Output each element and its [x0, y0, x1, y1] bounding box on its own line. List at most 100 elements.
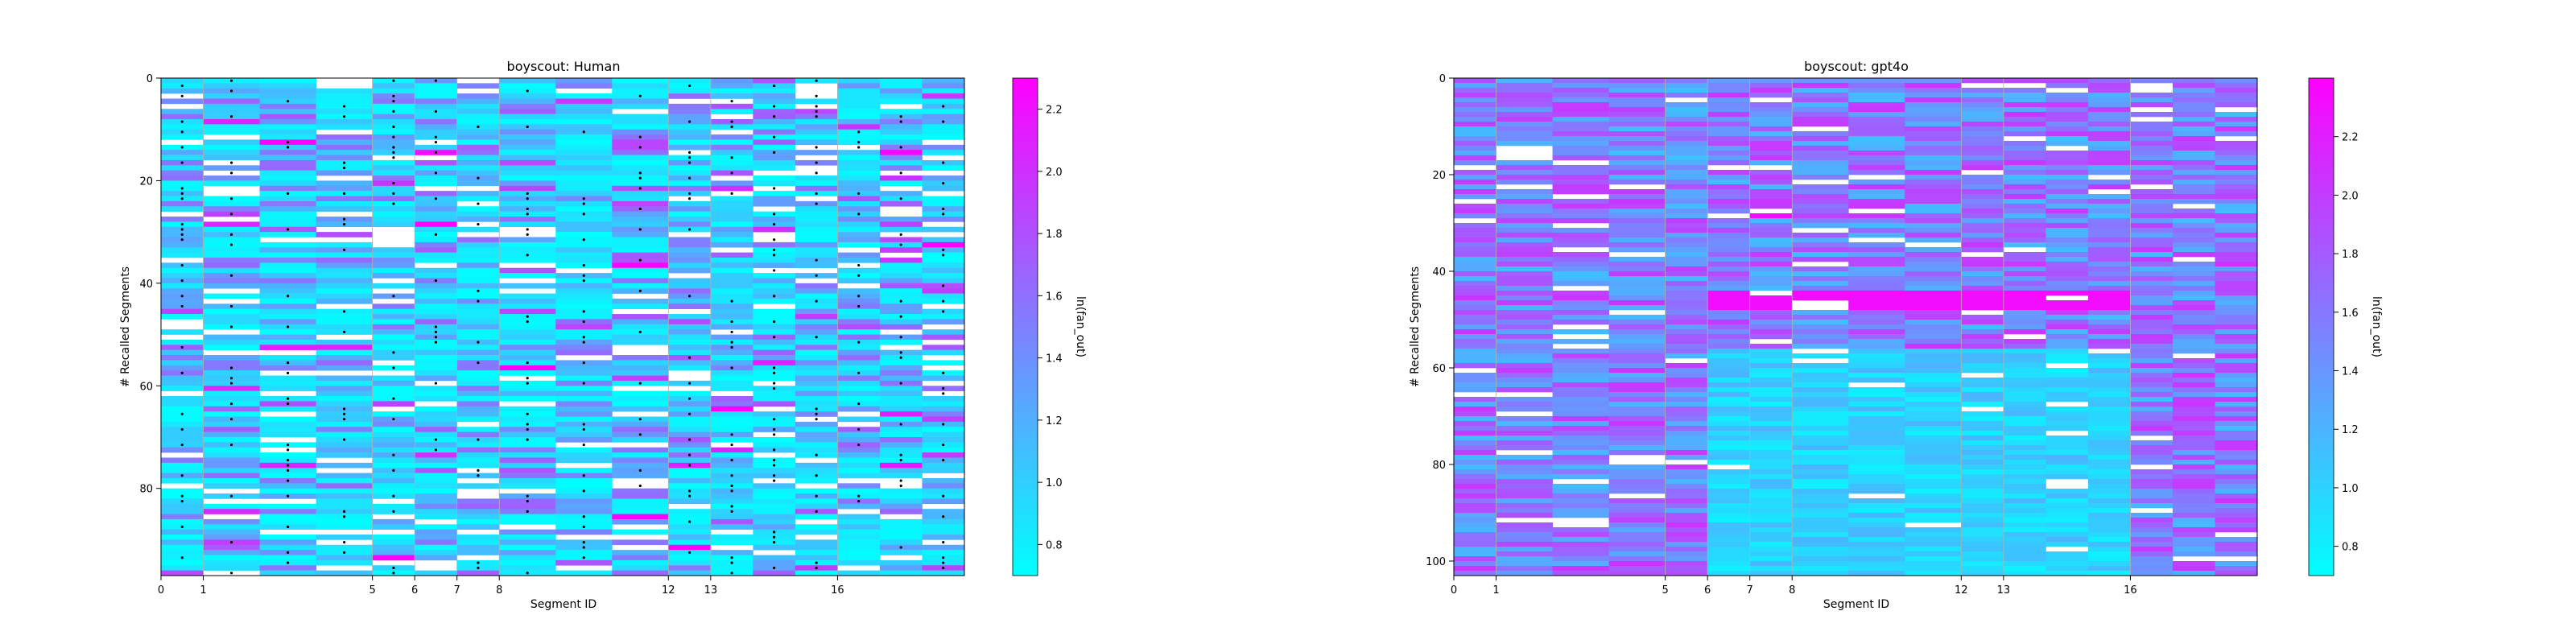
x-axis-label: Segment ID	[1823, 598, 1889, 611]
heatmap-cell	[2003, 218, 2046, 224]
heatmap-cell	[1905, 107, 1962, 113]
heatmap-cell	[1496, 257, 1553, 262]
heatmap-cell	[837, 288, 881, 294]
heatmap-cell	[1552, 242, 1609, 248]
marker-dot	[857, 304, 861, 308]
heatmap-cell	[2003, 324, 2046, 330]
heatmap-cell	[753, 329, 796, 335]
heatmap-cell	[1665, 324, 1708, 330]
heatmap-cell	[316, 180, 374, 187]
heatmap-cell	[2046, 518, 2089, 523]
heatmap-cell	[710, 518, 753, 525]
heatmap-cell	[1496, 242, 1553, 248]
heatmap-cell	[795, 355, 838, 361]
heatmap-cell	[1552, 532, 1609, 538]
heatmap-cell	[612, 165, 669, 171]
heatmap-cell	[1961, 349, 2004, 354]
heatmap-cell	[879, 324, 923, 330]
marker-dot	[229, 572, 233, 575]
marker-dot	[730, 433, 733, 436]
heatmap-cell	[1454, 160, 1496, 166]
heatmap-cell	[922, 314, 965, 320]
heatmap-cell	[1792, 373, 1849, 378]
heatmap-cell	[372, 211, 415, 217]
heatmap-cell	[316, 118, 374, 125]
marker-dot	[477, 341, 480, 344]
marker-dot	[942, 515, 945, 518]
heatmap-cell	[1905, 382, 1962, 388]
heatmap-cell	[1707, 334, 1751, 340]
heatmap-cell	[668, 559, 712, 566]
heatmap-cell	[710, 93, 753, 99]
heatmap-cell	[372, 88, 415, 94]
heatmap-cell	[1792, 257, 1849, 262]
heatmap-cell	[2046, 131, 2089, 137]
heatmap-cell	[1707, 426, 1751, 431]
heatmap-cell	[1792, 266, 1849, 272]
heatmap-cell	[1665, 547, 1708, 552]
heatmap-cell	[161, 365, 204, 371]
marker-dot	[730, 510, 733, 513]
heatmap-cell	[837, 185, 881, 192]
heatmap-cell	[710, 262, 753, 269]
marker-dot	[942, 494, 945, 497]
heatmap-cell	[922, 185, 965, 192]
heatmap-cell	[2130, 392, 2174, 398]
heatmap-cell	[1496, 281, 1553, 287]
heatmap-cell	[1961, 392, 2004, 398]
marker-dot	[687, 295, 691, 298]
heatmap-cell	[1848, 88, 1905, 93]
heatmap-cell	[710, 396, 753, 402]
heatmap-cell	[1848, 247, 1905, 253]
heatmap-cell	[2215, 320, 2258, 325]
heatmap-cell	[922, 175, 965, 181]
heatmap-cell	[2215, 189, 2258, 195]
heatmap-cell	[1792, 117, 1849, 122]
heatmap-cell	[1707, 532, 1751, 538]
heatmap-cell	[2087, 117, 2131, 122]
heatmap-cell	[415, 288, 458, 294]
heatmap-cell	[1552, 78, 1609, 84]
heatmap-cell	[922, 416, 965, 423]
heatmap-cell	[1961, 479, 2004, 485]
heatmap-cell	[753, 118, 796, 125]
heatmap-cell	[1454, 262, 1496, 267]
marker-dot	[857, 213, 861, 216]
marker-dot	[286, 371, 290, 374]
heatmap-cell	[2046, 281, 2089, 287]
heatmap-cell	[2046, 276, 2089, 282]
heatmap-cell	[372, 114, 415, 120]
heatmap-cell	[2087, 368, 2131, 374]
heatmap-cell	[1749, 151, 1793, 156]
heatmap-cell	[2130, 97, 2174, 103]
heatmap-cell	[2003, 474, 2046, 480]
heatmap-cell	[612, 237, 669, 243]
heatmap-cell	[415, 452, 458, 458]
heatmap-cell	[1848, 146, 1905, 151]
heatmap-cell	[1792, 498, 1849, 504]
heatmap-cell	[259, 165, 316, 171]
heatmap-cell	[1749, 407, 1793, 412]
marker-dot	[434, 197, 438, 200]
heatmap-cell	[2130, 300, 2174, 306]
heatmap-cell	[161, 114, 204, 120]
heatmap-cell	[753, 498, 796, 505]
heatmap-cell	[1552, 373, 1609, 378]
heatmap-cell	[837, 544, 881, 551]
heatmap-cell	[456, 355, 500, 361]
heatmap-cell	[372, 324, 415, 330]
heatmap-cell	[415, 200, 458, 207]
heatmap-cell	[668, 431, 712, 438]
heatmap-cell	[316, 206, 374, 212]
heatmap-cell	[612, 565, 669, 571]
marker-dot	[638, 176, 642, 180]
heatmap-cell	[612, 390, 669, 397]
heatmap-cell	[1496, 266, 1553, 272]
heatmap-cell	[456, 514, 500, 520]
heatmap-cell	[1792, 233, 1849, 238]
heatmap-cell	[499, 550, 556, 555]
marker-dot	[392, 156, 395, 159]
heatmap-cell	[837, 109, 881, 114]
heatmap-cell	[2215, 513, 2258, 518]
heatmap-cell	[1905, 146, 1962, 151]
